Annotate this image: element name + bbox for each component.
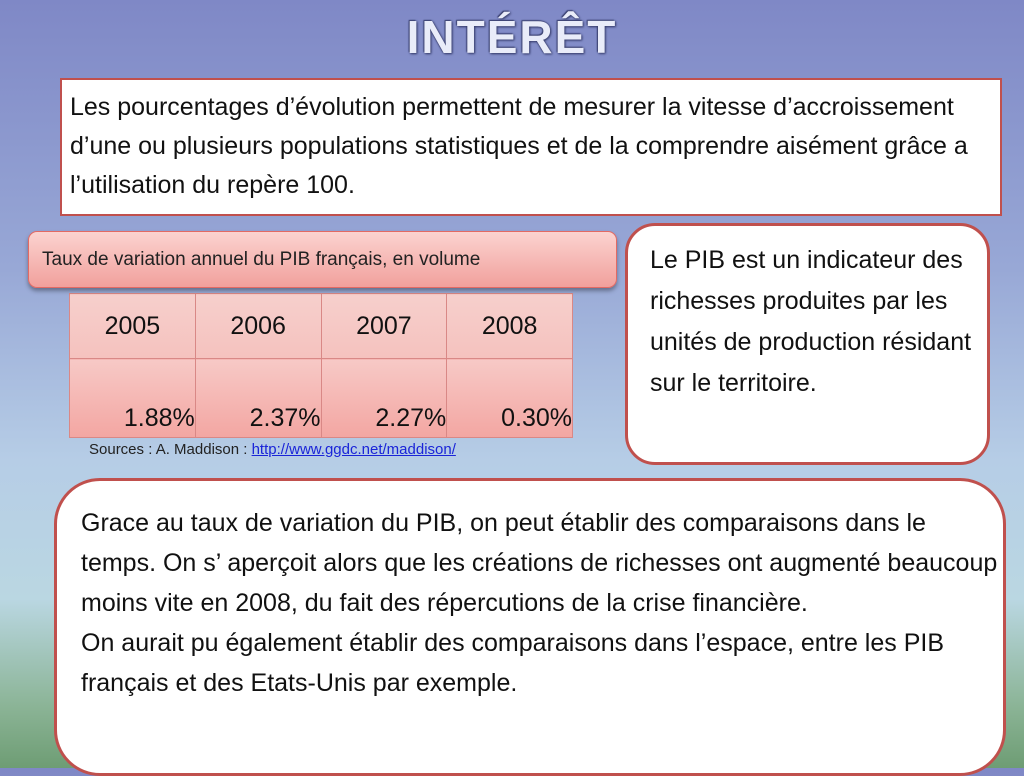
value-cell: 1.88% — [69, 358, 196, 438]
table-row-years: 2005 2006 2007 2008 — [69, 293, 573, 359]
table-row-values: 1.88% 2.37% 2.27% 0.30% — [69, 358, 573, 438]
year-cell: 2008 — [446, 293, 573, 359]
value-cell: 0.30% — [446, 358, 573, 438]
source-line: Sources : A. Maddison : http://www.ggdc.… — [89, 441, 456, 458]
value-cell: 2.37% — [194, 358, 322, 438]
conclusion-paragraph-1: Grace au taux de variation du PIB, on pe… — [81, 509, 998, 617]
conclusion-box: Grace au taux de variation du PIB, on pe… — [54, 478, 1006, 776]
value-cell: 2.27% — [320, 358, 448, 438]
source-link[interactable]: http://www.ggdc.net/maddison/ — [251, 441, 456, 458]
year-cell: 2007 — [320, 293, 448, 359]
conclusion-paragraph-2: On aurait pu également établir des compa… — [81, 629, 944, 697]
slide-title: INTÉRÊT — [406, 11, 618, 63]
pib-definition-box: Le PIB est un indicateur des richesses p… — [625, 223, 990, 465]
source-label: Sources : A. Maddison : — [89, 441, 252, 458]
year-cell: 2005 — [69, 293, 196, 359]
table-caption: Taux de variation annuel du PIB français… — [28, 231, 617, 288]
gdp-growth-table: 2005 2006 2007 2008 1.88% 2.37% 2.27% 0.… — [69, 293, 573, 438]
table-caption-label: Taux de variation annuel du PIB français… — [42, 248, 481, 270]
year-cell: 2006 — [194, 293, 322, 359]
intro-text-box: Les pourcentages d’évolution permettent … — [60, 78, 1002, 216]
